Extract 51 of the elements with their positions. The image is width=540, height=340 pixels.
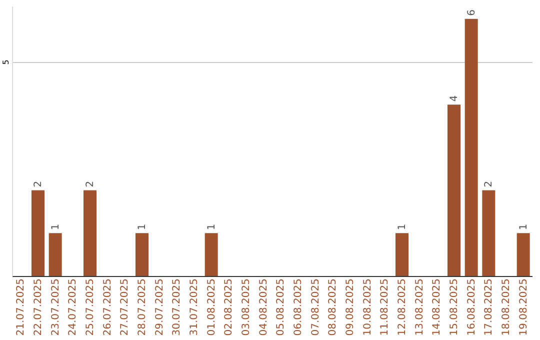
bar: [136, 233, 148, 276]
x-tick-label: 17.08.2025: [484, 278, 495, 336]
x-tick-label: 05.08.2025: [276, 278, 287, 336]
x-tick-label: 16.08.2025: [466, 278, 478, 336]
x-tick-label: 30.07.2025: [172, 278, 183, 336]
x-tick-label: 28.07.2025: [137, 278, 148, 336]
x-tick-label: 19.08.2025: [518, 278, 530, 336]
x-tick-label: 03.08.2025: [241, 278, 252, 336]
x-tick-label: 27.07.2025: [120, 278, 131, 336]
x-tick-label: 10.08.2025: [362, 278, 374, 336]
x-tick-label: 09.08.2025: [345, 278, 356, 336]
x-tick-label: 29.07.2025: [154, 278, 166, 336]
x-tick-label: 31.07.2025: [189, 278, 200, 336]
x-tick-label: 06.08.2025: [293, 278, 304, 336]
x-tick-label: 22.07.2025: [33, 278, 44, 336]
x-tick-label: 18.08.2025: [501, 278, 512, 336]
data-label: 1: [50, 224, 62, 230]
x-tick-label: 01.08.2025: [206, 278, 218, 336]
x-tick-label: 04.08.2025: [258, 278, 270, 336]
x-tick-label: 25.07.2025: [85, 278, 96, 336]
bar: [204, 233, 218, 276]
x-tick-label: 13.08.2025: [414, 278, 426, 336]
x-tick-label: 11.08.2025: [380, 278, 391, 336]
x-tick-label: 12.08.2025: [397, 278, 408, 336]
bar: [464, 18, 478, 276]
data-label: 1: [206, 224, 218, 230]
bar: [48, 233, 62, 276]
bar: [448, 104, 460, 276]
x-tick-label: 08.08.2025: [328, 278, 339, 336]
x-tick-label: 24.07.2025: [68, 278, 79, 336]
x-tick-label: 02.08.2025: [224, 278, 235, 336]
data-label: 1: [397, 224, 408, 230]
x-tick-label: 07.08.2025: [310, 278, 322, 336]
bar: [396, 233, 408, 276]
data-label: 1: [518, 224, 530, 230]
x-tick-label: 14.08.2025: [432, 278, 443, 336]
data-label: 4: [449, 95, 460, 102]
y-tick-label: 5: [2, 60, 10, 65]
bar: [32, 190, 44, 276]
bar: [482, 190, 496, 276]
data-label: 2: [484, 180, 495, 188]
data-label: 6: [466, 9, 478, 16]
x-tick-label: 26.07.2025: [102, 278, 114, 336]
x-tick-label: 15.08.2025: [449, 278, 460, 336]
x-tick-label: 23.07.2025: [50, 278, 62, 336]
data-label: 1: [137, 224, 148, 230]
data-label: 2: [33, 180, 44, 188]
x-tick-label: 21.07.2025: [16, 278, 27, 336]
data-label: 2: [85, 180, 96, 188]
bar: [84, 190, 96, 276]
bar: [516, 233, 530, 276]
